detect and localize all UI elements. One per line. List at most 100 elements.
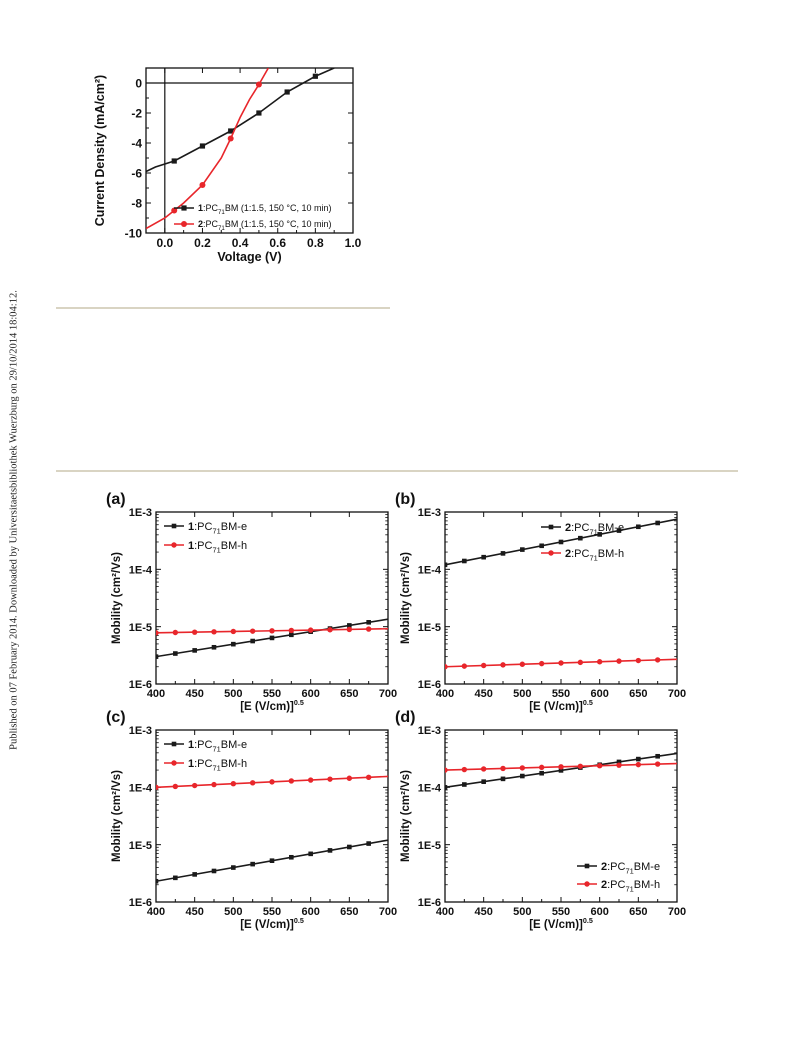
data-point <box>635 761 642 768</box>
legend-label: 2:PC71BM (1:1.5, 150 °C, 10 min) <box>198 219 331 232</box>
data-point <box>191 629 198 635</box>
legend: 1:PC71BM-e 1:PC71BM-h <box>164 739 247 772</box>
legend: 2:PC71BM-e 2:PC71BM-h <box>577 861 660 893</box>
x-tick-label: 450 <box>474 906 492 918</box>
data-point <box>500 551 506 556</box>
data-point <box>596 659 603 665</box>
separator-line <box>56 307 390 309</box>
data-point <box>520 773 525 779</box>
data-point <box>597 532 602 537</box>
data-point <box>635 657 642 664</box>
data-point <box>211 629 217 635</box>
y-axis-title: Current Density (mA/cm²) <box>93 75 107 226</box>
chart-b: 400 450 500 550 600 650 700 1E-6 1E-5 1E-4 1E-3 [E … <box>395 491 686 713</box>
data-point <box>249 628 256 634</box>
data-point <box>462 782 467 787</box>
data-point <box>558 539 564 545</box>
plot-data <box>146 68 335 230</box>
data-point <box>481 779 486 784</box>
data-point <box>365 774 372 781</box>
y-tick-label: 1E-4 <box>129 565 153 577</box>
data-point <box>654 657 661 663</box>
data-point <box>461 766 468 773</box>
y-tick-label: 1E-6 <box>418 679 441 691</box>
plot-frame <box>444 729 678 903</box>
panel-label: (d) <box>395 709 415 726</box>
legend-marker <box>584 881 590 887</box>
y-tick-label: -10 <box>125 227 143 241</box>
x-axis-title: Voltage (V) <box>217 250 281 264</box>
data-point <box>655 753 660 759</box>
data-point <box>538 764 545 771</box>
data-point <box>211 644 217 650</box>
x-tick-label: 0.4 <box>232 236 249 250</box>
data-point <box>636 756 641 762</box>
legend: 1:PC71BM-e 1:PC71BM-h <box>164 521 247 554</box>
series-black <box>445 752 677 790</box>
data-point <box>577 763 584 769</box>
y-tick-label: 1E-3 <box>418 507 441 519</box>
legend-label: 1:PC71BM (1:1.5, 150 °C, 10 min) <box>198 203 331 216</box>
series-red <box>146 68 270 230</box>
data-point <box>445 785 448 790</box>
data-point <box>445 767 448 773</box>
y-tick-label: -2 <box>131 107 142 121</box>
data-point <box>156 654 159 659</box>
legend-marker <box>171 523 177 529</box>
plot-frame <box>155 729 389 903</box>
data-point <box>156 630 159 636</box>
data-point <box>211 868 217 874</box>
data-point <box>616 762 622 768</box>
legend-marker <box>548 550 554 556</box>
x-tick-label: 650 <box>340 688 358 700</box>
y-tick-label: 1E-3 <box>129 507 152 519</box>
legend-label: 1:PC71BM-e <box>188 739 247 753</box>
data-point <box>231 641 236 647</box>
x-tick-label: 0.2 <box>194 236 211 250</box>
series-black <box>156 839 388 884</box>
y-tick-label: 1E-5 <box>418 622 441 634</box>
y-tick-label: 1E-6 <box>418 897 441 909</box>
data-point <box>269 779 275 785</box>
data-point <box>347 844 352 850</box>
x-tick-label: 0.8 <box>307 236 324 250</box>
data-point <box>256 110 262 116</box>
legend-label: 1:PC71BM-h <box>188 758 247 772</box>
panel-label: (c) <box>106 709 126 726</box>
x-tick-label: 600 <box>301 688 319 700</box>
legend-marker <box>171 542 177 548</box>
data-point <box>227 135 234 142</box>
data-point <box>519 765 526 771</box>
plot-data <box>156 618 388 659</box>
series-red <box>445 761 677 773</box>
y-tick-label: -6 <box>131 167 142 181</box>
data-point <box>230 628 237 635</box>
plot-data <box>445 518 677 670</box>
x-tick-label: 400 <box>147 688 165 700</box>
data-point <box>249 780 256 786</box>
x-tick-label: 700 <box>668 688 686 700</box>
panel-label: (a) <box>106 491 126 508</box>
data-point <box>289 632 294 638</box>
data-point <box>327 776 333 782</box>
x-tick-label: 400 <box>436 906 454 918</box>
data-point <box>539 543 544 549</box>
y-tick-label: 1E-6 <box>129 897 152 909</box>
data-point <box>288 778 295 784</box>
data-point <box>284 89 290 95</box>
data-point <box>269 635 275 641</box>
data-point <box>596 763 603 769</box>
legend-marker <box>584 863 590 869</box>
x-tick-label: 1.0 <box>345 236 362 250</box>
x-axis-title: [E (V/cm)]0.5 <box>240 699 304 713</box>
legend-marker <box>171 760 177 766</box>
x-tick-label: 600 <box>590 688 608 700</box>
y-tick-label: 1E-4 <box>418 783 442 795</box>
data-point <box>172 783 179 790</box>
data-point <box>445 562 448 568</box>
data-point <box>655 520 660 526</box>
y-tick-label: 1E-5 <box>129 622 152 634</box>
x-tick-label: 550 <box>263 906 281 918</box>
x-tick-label: 500 <box>513 688 531 700</box>
data-point <box>250 861 255 867</box>
